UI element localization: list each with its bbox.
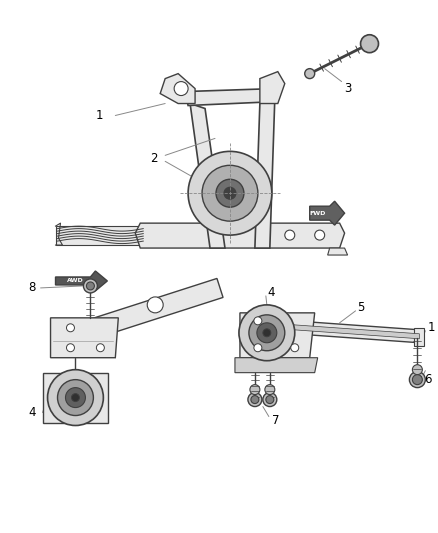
Circle shape	[254, 344, 262, 352]
Text: 5: 5	[357, 301, 365, 314]
Circle shape	[413, 375, 422, 385]
Polygon shape	[56, 271, 107, 291]
Circle shape	[305, 69, 314, 78]
Polygon shape	[42, 373, 108, 423]
Polygon shape	[260, 71, 285, 103]
Circle shape	[66, 387, 85, 408]
Text: 6: 6	[424, 373, 432, 386]
Text: 4: 4	[268, 286, 276, 300]
Circle shape	[263, 393, 277, 407]
Polygon shape	[310, 201, 345, 225]
Polygon shape	[414, 328, 424, 346]
Circle shape	[147, 297, 163, 313]
Circle shape	[291, 344, 299, 352]
Circle shape	[257, 323, 277, 343]
Circle shape	[224, 187, 236, 199]
Polygon shape	[255, 99, 275, 248]
Text: 4: 4	[28, 406, 36, 419]
Polygon shape	[328, 248, 348, 255]
Polygon shape	[78, 278, 223, 342]
Polygon shape	[280, 324, 419, 339]
Polygon shape	[235, 358, 318, 373]
Polygon shape	[185, 88, 278, 106]
Circle shape	[314, 230, 325, 240]
Circle shape	[360, 35, 378, 53]
Text: 2: 2	[150, 152, 158, 165]
Circle shape	[263, 329, 271, 337]
Circle shape	[250, 385, 260, 394]
Circle shape	[265, 385, 275, 394]
Polygon shape	[190, 103, 225, 248]
Circle shape	[48, 370, 103, 425]
Circle shape	[96, 344, 104, 352]
Circle shape	[249, 315, 285, 351]
Text: 7: 7	[272, 414, 279, 427]
Text: 8: 8	[28, 281, 36, 294]
Polygon shape	[56, 226, 145, 245]
Circle shape	[188, 151, 272, 235]
Circle shape	[202, 165, 258, 221]
Circle shape	[254, 317, 262, 325]
Circle shape	[174, 82, 188, 95]
Circle shape	[248, 393, 262, 407]
Polygon shape	[280, 320, 419, 343]
Circle shape	[413, 365, 422, 375]
Text: 3: 3	[345, 82, 352, 95]
Polygon shape	[240, 313, 314, 358]
Text: 1: 1	[95, 109, 103, 122]
Polygon shape	[50, 318, 118, 358]
Circle shape	[67, 344, 74, 352]
Circle shape	[410, 372, 425, 387]
Polygon shape	[160, 74, 195, 103]
Circle shape	[285, 230, 295, 240]
Circle shape	[216, 179, 244, 207]
Polygon shape	[135, 223, 345, 248]
Text: 1: 1	[427, 321, 435, 334]
Circle shape	[251, 395, 259, 403]
Circle shape	[266, 395, 274, 403]
Circle shape	[67, 324, 74, 332]
Circle shape	[83, 279, 97, 293]
Circle shape	[239, 305, 295, 361]
Circle shape	[57, 379, 93, 416]
Text: AWD: AWD	[67, 278, 84, 284]
Circle shape	[71, 393, 79, 401]
Text: FWD: FWD	[310, 211, 326, 216]
Circle shape	[86, 282, 95, 290]
